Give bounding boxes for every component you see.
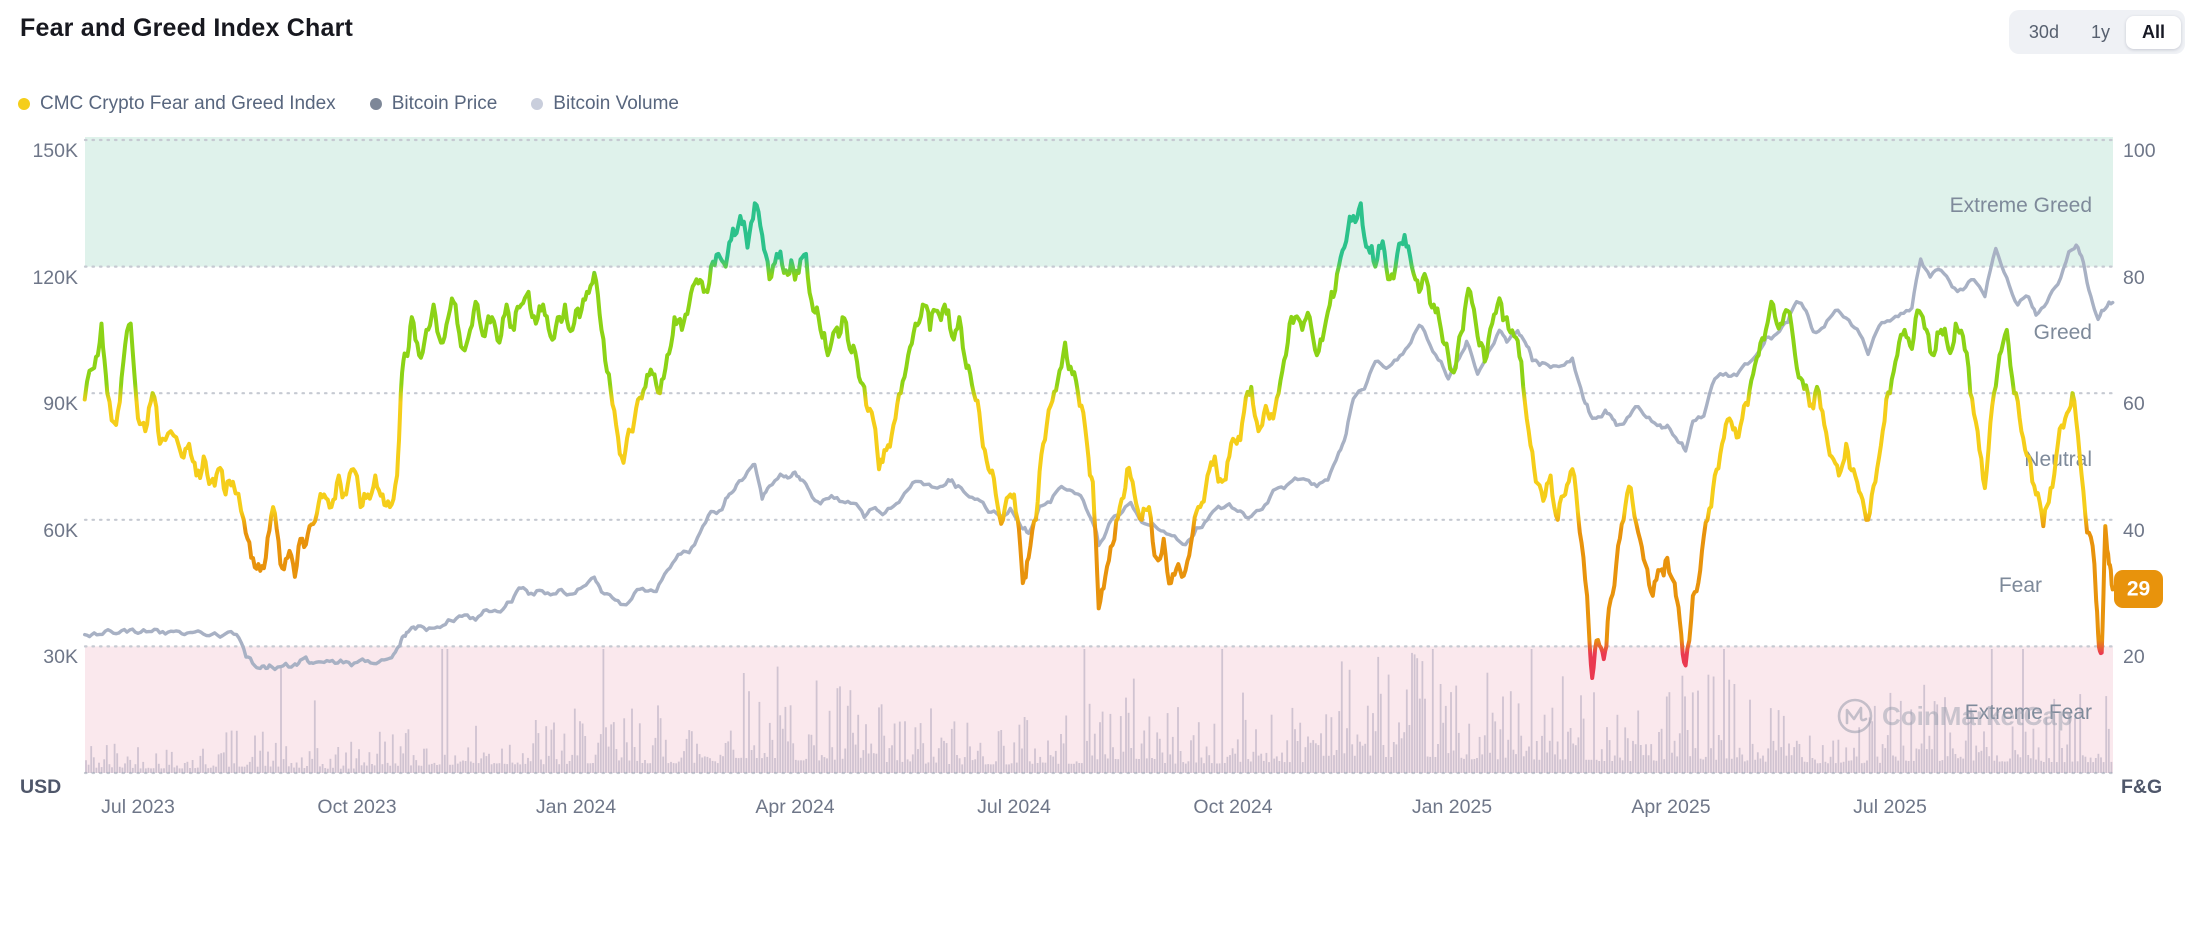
- fg-index-line: [82, 201, 2115, 680]
- watermark: CoinMarketCap: [1837, 698, 2073, 734]
- zone-label-neutral: Neutral: [2024, 448, 2092, 471]
- right-axis-title: F&G: [2121, 776, 2162, 798]
- bitcoin-volume-bars: [85, 649, 2113, 773]
- left-axis-labels: 150K 120K 90K 60K 30K USD: [20, 140, 78, 798]
- extreme-fear-zone: [85, 646, 2113, 773]
- left-axis-tick-label: 150K: [32, 140, 78, 162]
- x-axis-tick-label: Jan 2024: [536, 796, 616, 818]
- left-axis-tick-label: 120K: [32, 267, 78, 289]
- fg-index-legend-dot-icon: [18, 98, 30, 110]
- bitcoin-price-legend-dot-icon: [369, 98, 382, 110]
- right-axis-tick-label: 80: [2123, 267, 2145, 289]
- zone-label-extreme-fear: Extreme Fear: [1965, 701, 2092, 724]
- legend-label-fg-index: CMC Crypto Fear and Greed Index: [40, 93, 336, 114]
- x-axis-tick-label: Jul 2024: [977, 796, 1051, 818]
- legend-label-bitcoin-volume: Bitcoin Volume: [553, 93, 679, 114]
- zone-label-greed: Greed: [2034, 321, 2092, 344]
- watermark-text: CoinMarketCap: [1882, 701, 2073, 731]
- zone-label-extreme-greed: Extreme Greed: [1950, 194, 2092, 217]
- zone-labels: Extreme Greed Greed Neutral Fear Extreme Fea…: [1950, 194, 2092, 724]
- chart-legend: CMC Crypto Fear and Greed Index Bitcoin …: [18, 93, 679, 115]
- right-axis-tick-label: 40: [2123, 520, 2145, 542]
- legend-item-bitcoin-price[interactable]: Bitcoin Price: [369, 93, 498, 115]
- x-axis-tick-label: Jul 2025: [1853, 796, 1927, 818]
- range-button-all[interactable]: All: [2125, 15, 2181, 49]
- left-axis-tick-label: 60K: [43, 520, 78, 542]
- x-axis-tick-label: Oct 2024: [1193, 796, 1272, 818]
- x-axis-labels: Jul 2023 Oct 2023 Jan 2024 Apr 2024 Jul 2024…: [101, 796, 1927, 818]
- time-range-selector: 30d 1y All: [2008, 10, 2185, 54]
- right-axis-labels: 100 80 60 40 20 F&G: [2121, 140, 2162, 798]
- x-axis-tick-label: Jan 2025: [1412, 796, 1492, 818]
- fg-current-value-badge: 29: [2114, 570, 2163, 608]
- legend-label-bitcoin-price: Bitcoin Price: [391, 93, 498, 114]
- page-title: Fear and Greed Index Chart: [20, 14, 354, 42]
- x-axis-tick-label: Apr 2024: [755, 796, 834, 818]
- gridlines: [83, 138, 2115, 775]
- bitcoin-volume-legend-dot-icon: [531, 98, 544, 110]
- legend-item-bitcoin-volume[interactable]: Bitcoin Volume: [531, 93, 679, 115]
- right-axis-tick-label: 60: [2123, 393, 2145, 415]
- x-axis-tick-label: Apr 2025: [1631, 796, 1710, 818]
- left-axis-tick-label: 30K: [43, 646, 78, 668]
- fg-current-value: 29: [2127, 578, 2150, 601]
- zone-label-fear: Fear: [1999, 574, 2042, 597]
- left-axis-title: USD: [20, 776, 61, 798]
- x-axis-tick-label: Oct 2023: [317, 796, 396, 818]
- x-axis-tick-label: Jul 2023: [101, 796, 175, 818]
- right-axis-tick-label: 100: [2123, 140, 2156, 162]
- right-axis-tick-label: 20: [2123, 646, 2145, 668]
- range-button-1y[interactable]: 1y: [2075, 16, 2126, 49]
- legend-item-fg-index[interactable]: CMC Crypto Fear and Greed Index: [18, 93, 336, 115]
- range-button-30d[interactable]: 30d: [2013, 16, 2075, 49]
- left-axis-tick-label: 90K: [43, 393, 78, 415]
- extreme-greed-zone: [85, 137, 2113, 267]
- coinmarketcap-logo-icon: [1837, 698, 1873, 734]
- bitcoin-price-line: [83, 243, 2115, 672]
